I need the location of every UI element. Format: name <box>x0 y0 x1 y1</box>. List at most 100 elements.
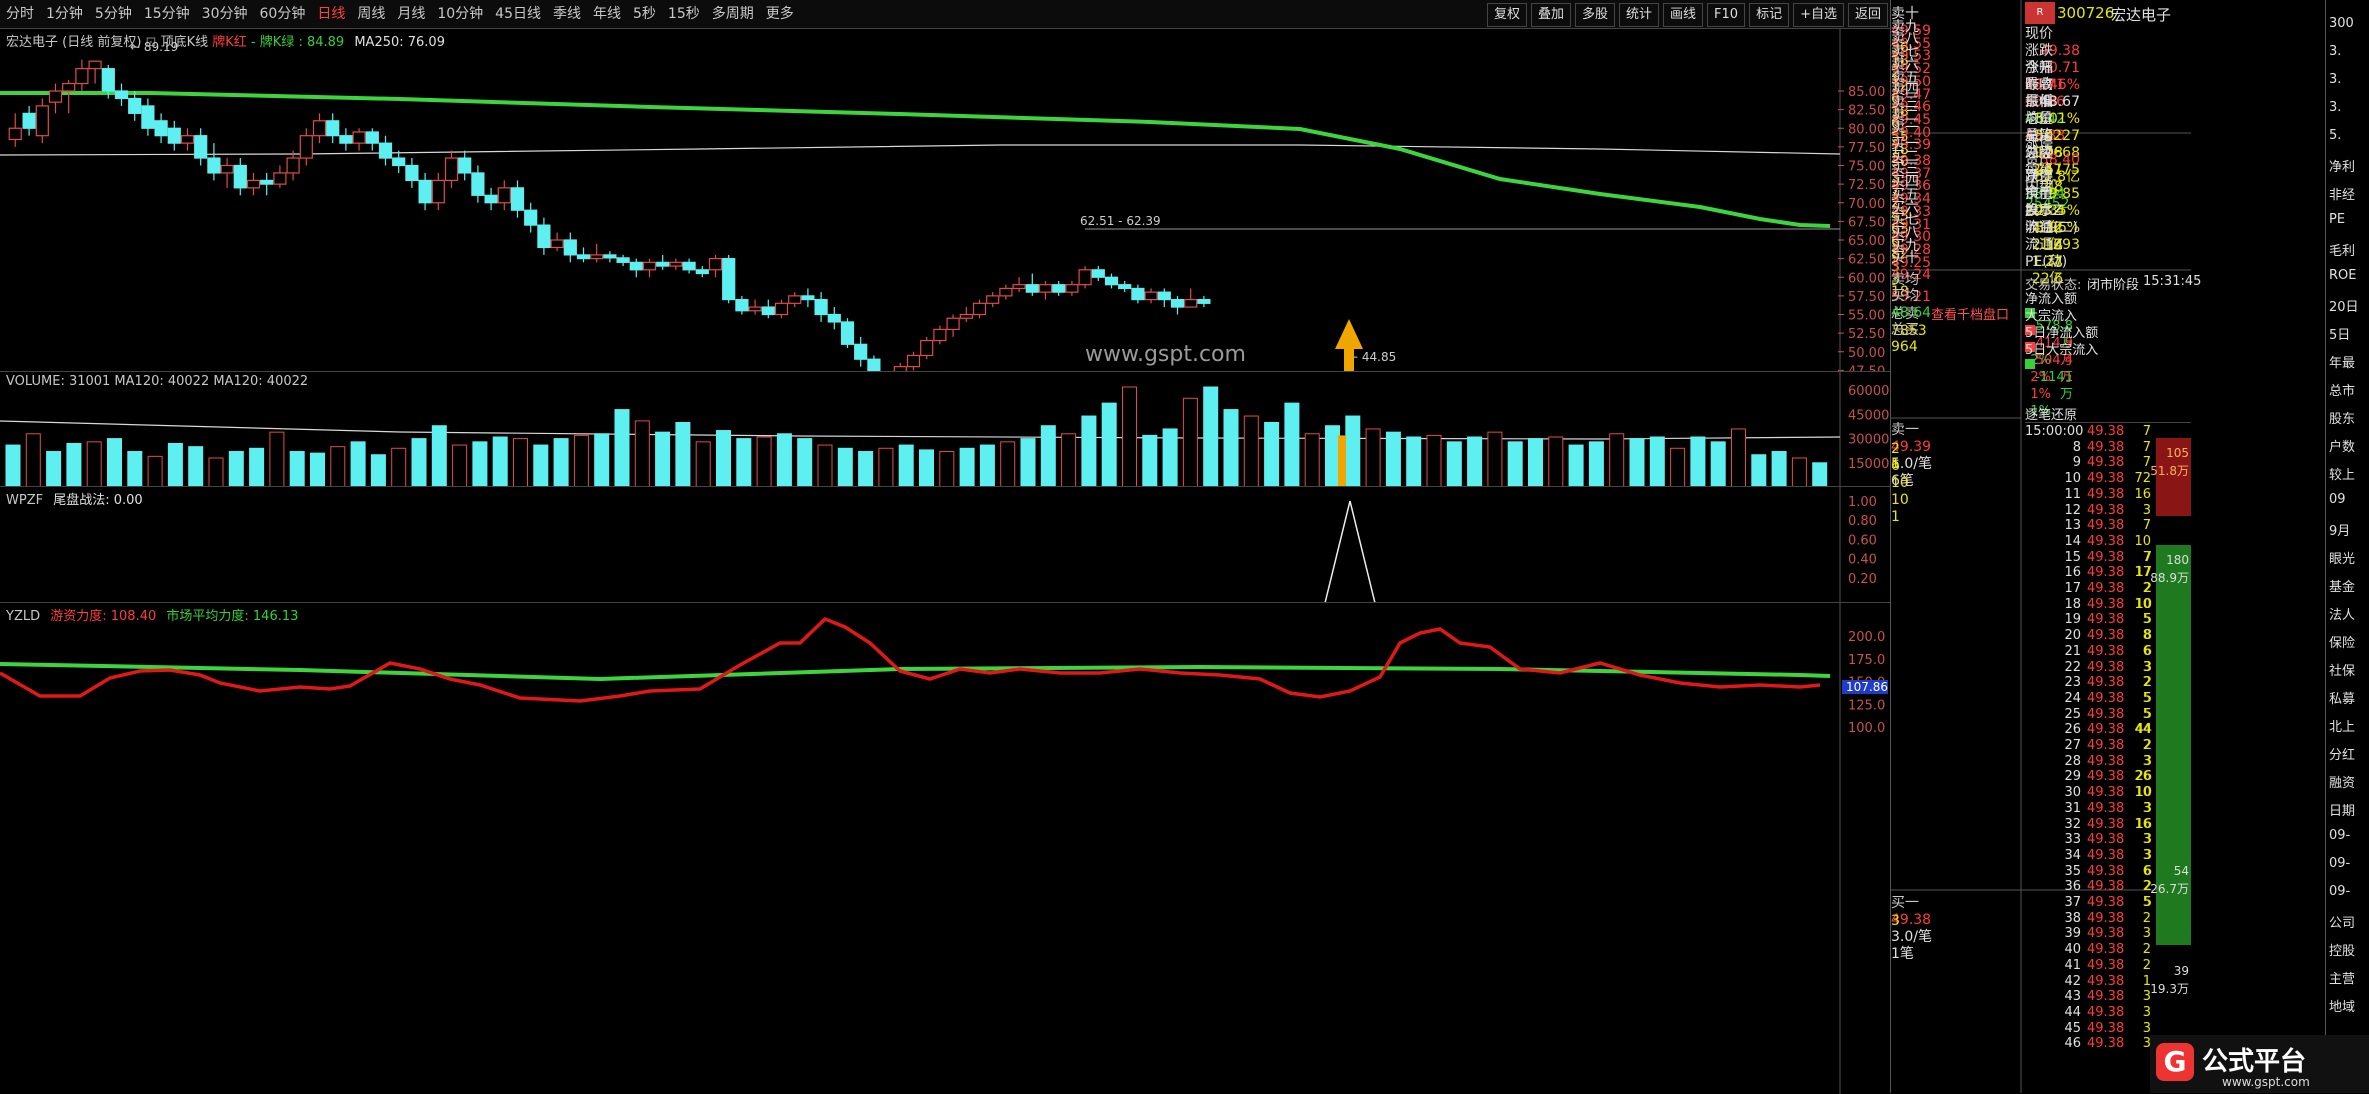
tick-time: 35 <box>2064 863 2081 879</box>
period-tab[interactable]: 60分钟 <box>259 6 306 22</box>
tick-vol1: 44 <box>2134 722 2151 738</box>
period-tab[interactable]: 15秒 <box>667 6 700 22</box>
b1-row: 买一 49.38 3.0/笔 1笔 <box>1891 895 2021 962</box>
tick-vol2: 5 <box>2143 706 2152 722</box>
s1-per: 5.0/笔 <box>1891 456 1932 472</box>
toolbar-button[interactable]: 返回 <box>1847 3 1888 27</box>
toolbar-button[interactable]: 画线 <box>1663 3 1704 27</box>
tick-vol1: 2 <box>2142 942 2151 958</box>
y-tick-label: 200.0 <box>1848 630 1885 645</box>
toolbar-button[interactable]: +自选 <box>1793 3 1844 27</box>
period-tab[interactable]: 月线 <box>397 6 426 22</box>
sell-label: 卖七 <box>1891 44 1919 61</box>
period-tab[interactable]: 10分钟 <box>437 6 484 22</box>
candle-body <box>260 179 274 185</box>
period-tab[interactable]: 1分钟 <box>46 6 83 22</box>
quote-label: 涨幅 <box>2025 60 2053 76</box>
volume-bar <box>1020 438 1036 487</box>
yzld-panel[interactable]: YZLD 游资力度: 108.40 市场平均力度: 146.13 200.0 17… <box>0 602 1890 1094</box>
period-tab[interactable]: 周线 <box>357 6 386 22</box>
toolbar-button[interactable]: 叠加 <box>1530 3 1571 27</box>
tick-price: 49.38 <box>2087 690 2125 706</box>
period-tab[interactable]: 年线 <box>592 6 621 22</box>
quote-row: 换手 2.35% 流通 2.14亿 <box>2025 186 2191 270</box>
quote-label: 最低 <box>2025 94 2053 110</box>
volume-bar <box>492 436 508 487</box>
quote-value: 5.01% <box>2035 111 2080 127</box>
candle-body <box>510 187 525 211</box>
candle-body <box>840 321 855 345</box>
period-tab[interactable]: 30分钟 <box>201 6 248 22</box>
tick-time: 36 <box>2064 879 2081 895</box>
buy-volume: 82 <box>1891 246 1909 263</box>
tick-time: 46 <box>2064 1036 2081 1052</box>
candle-body <box>1118 284 1132 290</box>
volume-panel[interactable]: VOLUME: 31001 MA120: 40022 MA120: 40022 … <box>0 371 1890 487</box>
volume-bar <box>797 438 813 487</box>
tick-price: 49.38 <box>2087 549 2125 565</box>
period-tab[interactable]: 日线 <box>317 6 346 22</box>
side-label: ROE <box>2329 268 2357 283</box>
quote-label: 股本 <box>2025 203 2053 219</box>
buy-price: 49.28 <box>1891 241 1932 258</box>
sell-label: 卖十 <box>1891 6 1919 22</box>
candle-body <box>550 239 564 249</box>
sell-volume: 18 <box>1891 141 1909 158</box>
period-tab[interactable]: 5秒 <box>632 6 656 22</box>
side-label: 净利 <box>2329 160 2356 175</box>
wpzf-title: WPZF <box>6 493 44 508</box>
toolbar-button[interactable]: 标记 <box>1749 3 1790 27</box>
period-tab[interactable]: 更多 <box>765 6 794 22</box>
tick-vol2: 3 <box>2143 800 2152 816</box>
buy-label: 买七 <box>1891 212 1919 229</box>
buy-volume: 18 <box>1891 284 1909 301</box>
wpzf-panel[interactable]: WPZF 尾盘战法: 0.00 1.00 0.80 0.60 0.40 0.20 <box>0 486 1890 603</box>
flow-bar <box>2025 359 2035 369</box>
tick-row: 31 49.38 3 <box>2025 801 2191 816</box>
buy-row: 买十 49.24 18 <box>1891 250 2021 300</box>
tick-time: 30 <box>2064 785 2081 801</box>
toolbar-button[interactable]: 统计 <box>1619 3 1660 27</box>
period-tab[interactable]: 多周期 <box>711 6 754 22</box>
candle-body <box>405 164 419 181</box>
sell-row: 卖十 49.59 36 <box>1891 6 2021 56</box>
candle-body <box>708 258 723 271</box>
period-tab[interactable]: 5分钟 <box>94 6 132 22</box>
tick-bar-top: 39 <box>2173 964 2189 978</box>
candle-body <box>946 317 960 331</box>
tick-vol2: 26 <box>2135 769 2152 785</box>
quote-value: 48.67 <box>2039 94 2080 110</box>
volume-bar <box>167 442 183 487</box>
tick-vol1: 3 <box>2142 989 2151 1005</box>
candle-body <box>854 343 868 360</box>
quote-row: 涨幅 1.46% 最低 48.42 <box>2025 60 2191 127</box>
s1-queue: 2 6 10 10 1 <box>1891 441 2021 525</box>
volume-bar <box>1223 409 1239 487</box>
tick-time: 27 <box>2064 738 2081 753</box>
tick-bar-bottom: 51.8万 <box>2150 464 2189 478</box>
volume-bar <box>1101 402 1117 487</box>
side-label: 社保 <box>2329 664 2356 679</box>
toolbar-button[interactable]: 多股 <box>1574 3 1615 27</box>
tick-row: 30 49.38 10 <box>2025 785 2191 800</box>
toolbar-button[interactable]: F10 <box>1707 3 1746 27</box>
period-tab[interactable]: 分时 <box>6 6 34 22</box>
tick-row: 22 49.38 3 <box>2025 660 2191 675</box>
period-tab[interactable]: 45日线 <box>495 6 541 22</box>
tick-time: 18 <box>2064 596 2081 612</box>
period-tab[interactable]: 季线 <box>552 6 581 22</box>
candle-body <box>48 90 63 103</box>
tick-vol2: 6 <box>2143 643 2152 659</box>
tick-vol1: 7 <box>2142 455 2151 471</box>
main-chart-panel[interactable]: 宏达电子 (日线 前复权) ⊡ 顶底K线 牌K红 - 牌K绿 : 84.89 M… <box>0 28 1890 372</box>
indicator-icon: ⊡ <box>145 35 157 50</box>
toolbar-button[interactable]: 复权 <box>1486 3 1527 27</box>
flow-bar <box>2025 342 2035 352</box>
thousand-book-link[interactable]: 查看千档盘口 <box>1931 308 2010 323</box>
candle-body <box>695 269 709 275</box>
tick-bar-top: 54 <box>2173 864 2189 878</box>
period-tab[interactable]: 15分钟 <box>143 6 190 22</box>
sell-row: 卖四 49.46 6 <box>1891 82 2021 132</box>
buy-price: 49.36 <box>1891 178 1932 195</box>
quote-label: 现价 <box>2025 26 2053 42</box>
